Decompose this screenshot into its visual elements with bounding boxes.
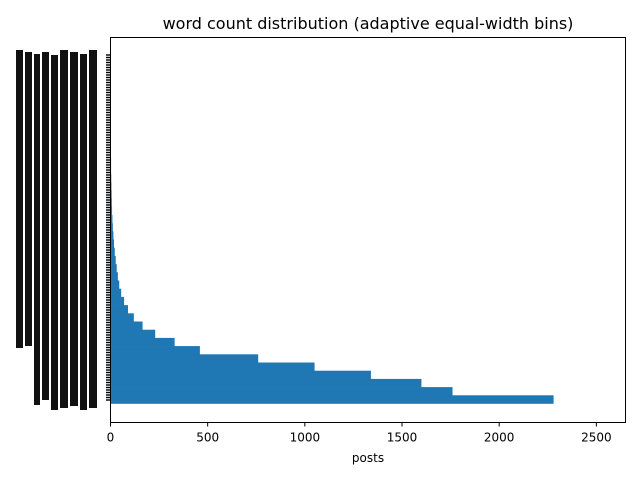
x-tick-label: 1000	[290, 431, 321, 445]
bar	[110, 362, 315, 371]
bar	[110, 272, 118, 281]
bar	[110, 354, 259, 363]
chart-title: word count distribution (adaptive equal-…	[163, 14, 574, 33]
bar	[110, 346, 200, 355]
bar	[110, 337, 175, 347]
bar	[110, 247, 115, 257]
bar	[110, 231, 114, 240]
y-tick-label	[25, 52, 32, 346]
bar	[110, 206, 113, 216]
y-tick-label	[16, 50, 23, 348]
bar	[110, 296, 125, 306]
bar	[110, 387, 453, 396]
plot-frame	[110, 37, 626, 423]
y-tick-label	[42, 52, 49, 400]
x-tick-label: 500	[196, 431, 219, 445]
bar	[110, 190, 112, 199]
y-tick-label	[89, 50, 97, 408]
y-tick-label	[60, 50, 68, 408]
bar	[110, 378, 422, 388]
y-tick-label	[34, 54, 40, 405]
y-tick-label	[80, 54, 87, 410]
y-tick-label	[51, 55, 58, 410]
bar	[110, 305, 128, 314]
bar	[110, 395, 554, 404]
bar	[110, 288, 122, 298]
y-tick-label	[70, 52, 78, 406]
bar	[110, 329, 156, 339]
y-tick-labels	[16, 50, 111, 410]
bar	[110, 280, 120, 289]
bar	[110, 198, 112, 207]
x-tick-label: 2000	[484, 431, 515, 445]
x-tick-label: 2500	[581, 431, 612, 445]
x-axis: 0 500 1000 1500 2000 2500	[107, 422, 612, 445]
bar	[110, 313, 134, 322]
bar	[110, 214, 113, 224]
x-axis-label: posts	[352, 451, 384, 465]
bar	[110, 223, 113, 232]
bar	[110, 239, 114, 248]
x-tick-label: 0	[107, 431, 115, 445]
bar	[110, 255, 116, 265]
bars	[110, 75, 554, 404]
bar	[110, 321, 143, 330]
bar	[110, 370, 371, 380]
bar	[110, 264, 117, 273]
x-tick-label: 1500	[387, 431, 418, 445]
